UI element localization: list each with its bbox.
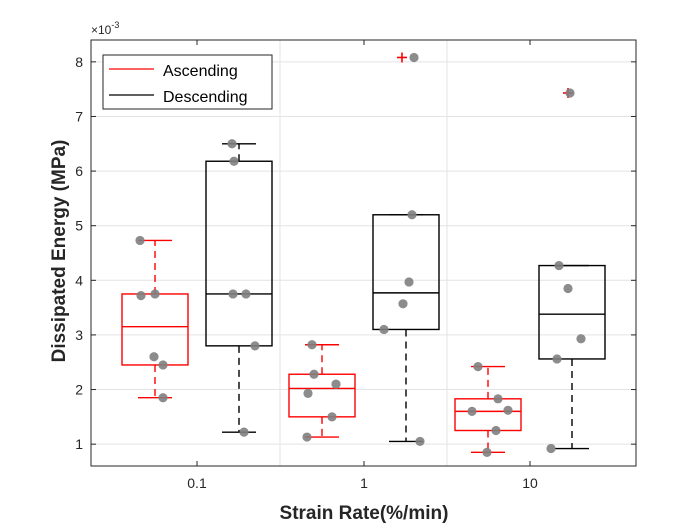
data-point <box>546 443 556 454</box>
legend-label-ascending: Ascending <box>163 63 238 80</box>
x-axis-title: Strain Rate(%/min) <box>280 503 449 524</box>
legend: Ascending Descending <box>102 54 273 110</box>
axes: 1 2 3 4 5 6 7 8 0.1 1 10 <box>75 39 637 491</box>
data-point <box>239 427 249 437</box>
data-point <box>241 289 251 299</box>
data-point <box>404 277 414 287</box>
data-point <box>576 334 586 344</box>
data-point <box>467 406 477 416</box>
data-point <box>415 436 425 447</box>
y-tick-label: 7 <box>75 108 83 124</box>
x-tick-label: 10 <box>522 475 538 491</box>
data-point <box>158 360 168 370</box>
y-tick-label: 5 <box>75 218 83 234</box>
data-point <box>379 324 389 335</box>
box-descending-10 <box>538 264 606 450</box>
legend-box <box>102 54 273 110</box>
x-tick-label: 0.1 <box>187 475 207 491</box>
data-point <box>503 405 513 415</box>
y-axis-title: Dissipated Energy (MPa) <box>49 140 70 363</box>
boxes <box>121 52 606 454</box>
legend-label-descending: Descending <box>163 89 248 106</box>
data-point <box>409 52 419 63</box>
data-point <box>309 369 319 379</box>
iqr-box <box>372 214 440 331</box>
data-point <box>229 156 239 166</box>
data-point <box>565 88 575 98</box>
data-points <box>135 52 586 457</box>
iqr-box <box>205 160 273 347</box>
data-point <box>331 379 341 389</box>
y-tick-label: 8 <box>75 54 83 70</box>
data-point <box>302 432 312 442</box>
data-point <box>227 139 237 149</box>
plot-area <box>91 40 636 466</box>
y-tick-label: 4 <box>75 272 83 288</box>
data-point <box>473 362 483 372</box>
iqr-box <box>538 264 606 360</box>
data-point <box>150 289 160 299</box>
y-exponent-label: ×10-3 <box>91 20 119 37</box>
data-point <box>228 289 238 299</box>
data-point <box>482 447 492 457</box>
box-descending-0.1 <box>205 143 273 433</box>
data-point <box>250 341 260 351</box>
data-point <box>135 235 145 246</box>
data-point <box>149 352 159 362</box>
iqr-box <box>288 373 356 418</box>
y-tick-label: 2 <box>75 382 83 398</box>
y-tick-label: 1 <box>75 436 83 452</box>
data-point <box>303 388 313 398</box>
data-point <box>158 393 168 403</box>
x-tick-label: 1 <box>360 475 368 491</box>
data-point <box>563 283 573 294</box>
data-point <box>491 425 501 436</box>
data-point <box>407 210 417 220</box>
iqr-box <box>454 398 522 432</box>
data-point <box>554 260 564 271</box>
data-point <box>493 394 503 404</box>
y-tick-label: 6 <box>75 163 83 179</box>
data-point <box>136 291 146 301</box>
data-point <box>327 412 337 422</box>
data-point <box>552 354 562 364</box>
y-tick-label: 3 <box>75 327 83 343</box>
grid <box>91 40 636 466</box>
data-point <box>398 299 408 309</box>
data-point <box>307 340 317 350</box>
